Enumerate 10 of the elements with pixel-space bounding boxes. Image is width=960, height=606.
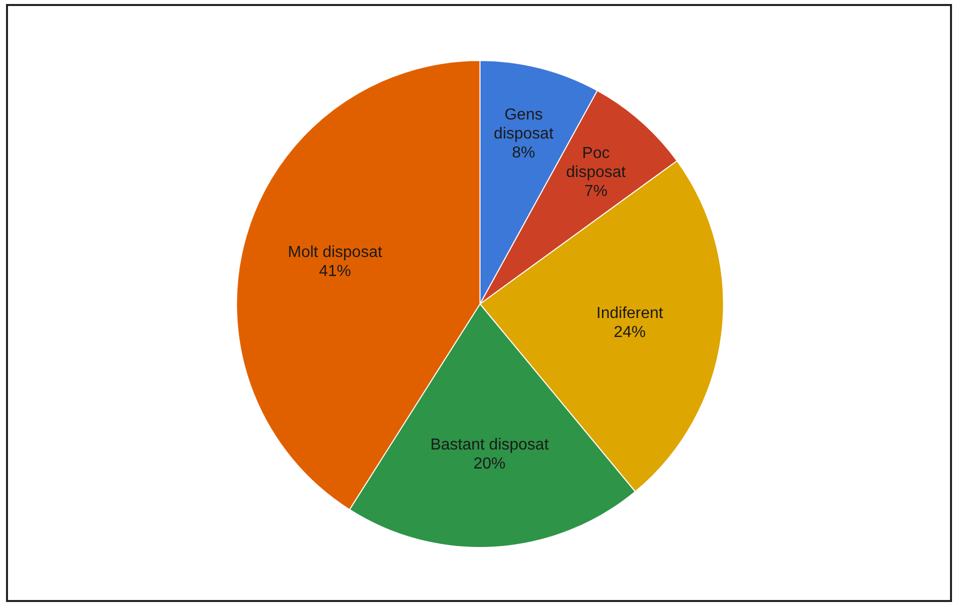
data-label: 24% — [614, 324, 646, 341]
slice-label: Gens disposat — [494, 106, 554, 143]
data-label: 8% — [512, 144, 536, 162]
slice-label: Bastant disposat — [430, 436, 550, 454]
data-label: 20% — [473, 456, 506, 473]
data-label: 7% — [584, 182, 608, 200]
slice-label: Molt disposat — [288, 244, 383, 261]
slice-label: Indiferent — [596, 304, 664, 322]
data-label: 41% — [319, 262, 352, 280]
slice-label: Poc disposat — [566, 144, 626, 181]
